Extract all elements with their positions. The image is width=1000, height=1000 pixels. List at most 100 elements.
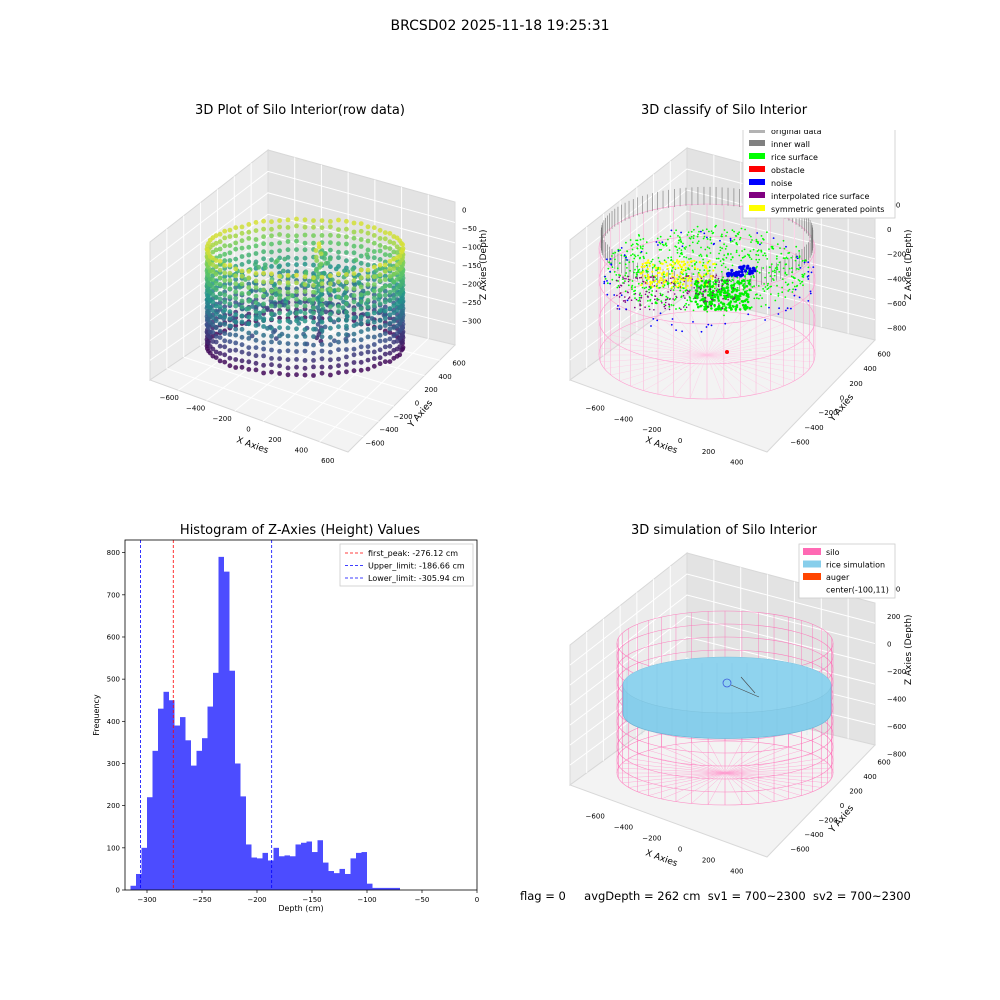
plot1-point [371,363,377,369]
plot1-point [222,321,228,327]
plot2-symmetric-point [670,286,673,289]
plot2-interpolated-point [697,280,699,283]
plot1-point [262,262,268,268]
plot1-point [344,323,349,329]
plot1-point [269,325,274,331]
plot2-rice-point [769,275,772,277]
plot2-rice-point [611,255,613,257]
plot1-point [391,256,397,262]
plot2-rice-point [715,293,718,296]
plot2-rice-point [617,284,620,287]
plot2-z-tick-label: −800 [887,325,906,333]
plot2-rice-point [769,285,772,288]
plot2-rice-point [744,275,746,278]
plot1-point [227,339,233,344]
plot2-interpolated-point [697,293,700,295]
plot1-point [382,312,388,318]
plot2-3d-classify[interactable]: −600−400−2000200400−600−400−200020040060… [545,130,925,470]
plot2-symmetric-point [686,284,689,287]
plot2-noise-point [671,318,674,320]
plot2-interpolated-point [682,294,685,297]
plot2-rice-point [616,286,619,289]
plot3-bar [246,844,252,890]
plot2-rice-point [688,296,691,298]
plot1-point [294,233,299,239]
plot3-histogram[interactable]: −300 −250 −200 −150 −100 −50 00100200300400500… [85,535,490,920]
plot2-interpolated-point [624,301,627,303]
plot1-point [319,327,325,333]
plot2-rice-point [682,287,685,290]
plot2-rice-point [723,229,726,231]
plot3-bar [383,887,389,890]
plot2-rice-point [755,258,758,261]
plot1-point [387,330,393,335]
plot2-rice-point [700,255,703,258]
plot1-point [311,310,316,316]
plot1-point [365,224,371,230]
plot2-rice-point [762,267,765,269]
plot1-point [294,247,299,252]
plot2-interpolated-point [667,291,669,293]
plot2-interpolated-point [639,303,641,305]
plot2-interpolated-point [663,305,666,308]
plot2-silo-line [706,354,804,376]
plot1-point [285,357,291,363]
plot2-rice-point [713,303,716,307]
plot1-point [319,218,325,223]
plot4-3d-simulation[interactable]: −600−400−2000200400−600−400−200020040060… [545,535,925,880]
plot1-point [253,360,259,366]
plot2-rice-point [722,302,726,306]
plot1-point [319,364,325,370]
plot2-symmetric-point [671,265,674,268]
plot2-xlabel: X Axies [644,435,679,456]
plot1-point [315,322,321,327]
plot2-rice-point [683,256,685,258]
plot1-point [376,296,381,302]
plot1-point [371,303,377,308]
plot1-point [246,222,252,227]
plot2-rice-point [633,290,635,293]
plot2-rice-point [624,280,626,282]
plot2-legend-swatch [749,153,765,159]
plot1-x-tick-label: −400 [186,405,205,413]
plot1-point [377,308,383,314]
plot2-interpolated-point [702,295,705,297]
plot3-bar [218,556,224,890]
plot1-z-tick-label: −250 [462,299,481,307]
plot2-interpolated-point [726,294,728,296]
plot1-point [382,269,388,274]
plot2-symmetric-point [679,275,682,278]
plot1-point [394,277,400,282]
plot1-y-tick-label: −400 [379,426,398,434]
plot2-rice-point [707,291,710,293]
plot1-point [233,340,239,346]
plot1-point [351,368,357,374]
plot2-rice-point [618,274,620,276]
plot1-point [302,240,308,246]
plot2-rice-point [630,244,633,247]
plot2-rice-point [738,292,742,295]
plot2-rice-point [722,259,725,261]
plot1-point [358,337,364,343]
plot1-point [319,281,325,287]
plot2-silo-line [657,354,708,395]
plot2-symmetric-point [649,282,653,285]
plot1-point [382,262,388,268]
plot2-interpolated-point [666,298,669,300]
plot1-3d-scatter[interactable]: −600−400−2000200400600−600−400−200020040… [120,130,500,470]
plot1-point [302,274,308,280]
plot2-rice-point [709,236,712,239]
plot1-point [365,274,371,279]
plot2-rice-point [684,289,687,292]
plot2-rice-point [634,255,637,258]
plot2-rice-point [755,253,758,256]
plot2-rice-point [690,257,692,260]
plot1-point [311,275,316,281]
plot2-rice-point [682,273,684,276]
plot1-point [217,321,223,327]
plot2-rice-point [723,254,726,256]
plot4-x-tick-label: 200 [702,857,715,865]
plot2-rice-point [647,270,649,273]
plot2-noise-point [606,280,608,282]
plot2-rice-point [757,285,760,287]
